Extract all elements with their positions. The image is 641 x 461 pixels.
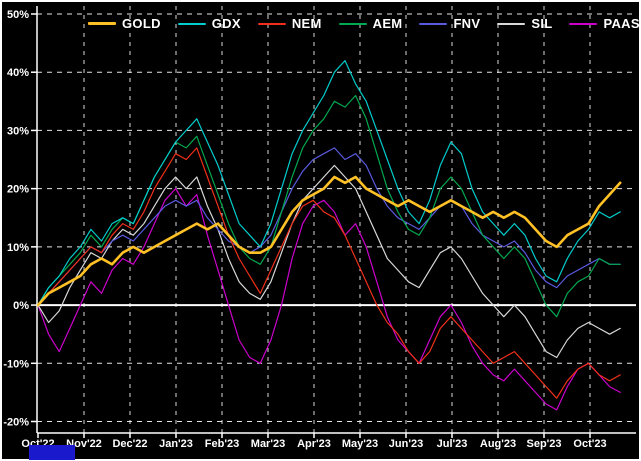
legend-swatch-gdx [177,22,206,25]
legend-item-sil: SIL [497,16,552,31]
legend-swatch-sil [497,22,526,25]
series-line-sil [37,164,621,359]
logo-watermark [29,445,75,460]
x-axis-label: Apr'23 [297,438,331,450]
legend-swatch-gold [88,22,116,25]
x-axis-label: Oct'23 [573,438,606,450]
gridlines [37,6,636,433]
x-axis-label: Sep'23 [526,438,561,450]
legend-item-fnv: FNV [419,16,480,31]
series-line-nem [37,147,621,399]
legend-label: GDX [211,16,241,31]
legend-label: PAAS [603,16,640,31]
series-lines [36,59,622,411]
legend-item-nem: NEM [257,16,322,31]
y-axis-label: -10% [3,358,29,370]
x-axis-label: Jul'23 [437,438,468,450]
legend-label: SIL [531,16,553,31]
x-axis-label: Nov'22 [66,438,102,450]
legend-item-gold: GOLD [88,16,161,31]
legend-label: NEM [291,16,322,31]
series-line-gold [36,175,622,307]
legend-swatch-aem [338,22,367,25]
legend-label: FNV [453,16,481,31]
x-axis-label: Mar'23 [251,438,285,450]
x-axis-label: Feb'23 [205,438,239,450]
legend-swatch-paas [569,22,598,25]
series-line-fnv [37,147,621,306]
y-axis-label: 10% [7,242,29,254]
x-axis-label: Jan'23 [159,438,193,450]
legend-item-paas: PAAS [569,16,640,31]
y-axis-label: 40% [7,67,29,79]
series-line-paas [37,188,621,411]
legend-label: GOLD [122,16,161,31]
x-axis-label: Aug'23 [480,438,516,450]
axis-labels: Oct'22 Nov'22 Dec'22 Jan'23 Feb'23 Mar'23 Apr'… [3,9,606,450]
x-axis-label: May'23 [342,438,378,450]
series-line-gdx [37,59,621,306]
y-axis-label: -20% [3,417,29,429]
x-axis-label: Dec'22 [112,438,147,450]
legend-swatch-nem [257,22,286,25]
legend-item-gdx: GDX [177,16,241,31]
axes [31,6,636,438]
x-axis-label: Jun'23 [389,438,423,450]
chart-legend: GOLD GDX NEM AEM FNV SIL PAAS [88,16,640,31]
y-axis-label: 20% [7,184,29,196]
y-axis-label: 0% [13,300,29,312]
y-axis-label: 50% [7,9,29,21]
legend-swatch-fnv [419,22,448,25]
legend-label: AEM [372,16,403,31]
y-axis-label: 30% [7,125,29,137]
legend-item-aem: AEM [338,16,403,31]
